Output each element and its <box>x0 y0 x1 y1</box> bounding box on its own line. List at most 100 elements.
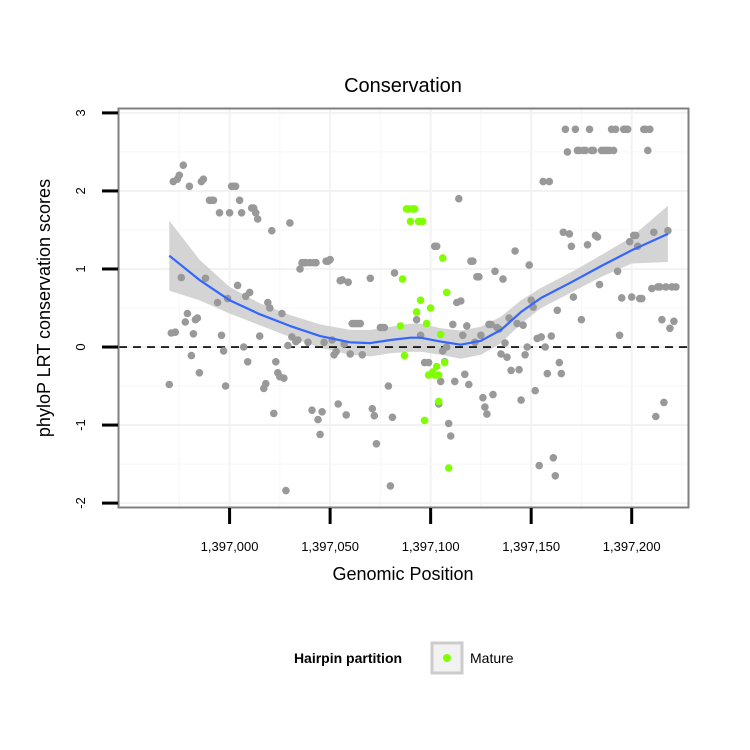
hairpin-point <box>312 258 320 267</box>
hairpin-point <box>280 374 288 383</box>
mature-point <box>418 217 427 226</box>
hairpin-point <box>372 440 381 448</box>
hairpin-point <box>660 398 668 407</box>
confidence-band-area <box>169 205 668 359</box>
hairpin-point <box>245 288 254 297</box>
hairpin-point <box>611 125 620 134</box>
legend-key-point <box>443 654 451 662</box>
hairpin-point <box>567 242 576 251</box>
hairpin-point <box>175 171 184 180</box>
hairpin-point <box>670 317 678 326</box>
smooth-confidence-band <box>169 205 668 359</box>
y-axis-label: phyloP LRT conservation scores <box>34 179 54 437</box>
hairpin-point <box>181 318 190 326</box>
hairpin-point <box>583 241 592 249</box>
legend-label-mature: Mature <box>470 650 514 666</box>
hairpin-point <box>209 196 218 205</box>
hairpin-point <box>233 281 242 290</box>
hairpin-point <box>541 343 549 351</box>
hairpin-point <box>469 257 477 266</box>
y-axis-ticks: -2 -1 0 1 2 3 <box>73 109 118 509</box>
hairpin-point <box>491 267 499 276</box>
hairpin-point <box>477 331 485 340</box>
hairpin-point <box>513 319 521 328</box>
x-tick-label: 1,397,150 <box>502 539 560 554</box>
hairpin-point <box>531 386 539 395</box>
x-tick-label: 1,397,050 <box>301 539 359 554</box>
hairpin-point <box>617 294 626 302</box>
mature-point <box>444 464 453 472</box>
hairpin-point <box>278 309 286 318</box>
hairpin-point <box>183 309 192 318</box>
hairpin-point <box>499 275 507 283</box>
hairpin-point <box>255 332 264 340</box>
hairpin-point <box>326 255 334 264</box>
hairpin-point <box>555 358 564 367</box>
hairpin-point <box>171 328 180 337</box>
hairpin-point <box>646 125 654 134</box>
hairpin-point <box>304 338 312 347</box>
hairpin-point <box>342 411 351 419</box>
hairpin-point <box>497 350 505 358</box>
legend: Hairpin partition Mature <box>294 641 514 675</box>
hairpin-point <box>366 274 375 283</box>
hairpin-point <box>221 382 230 390</box>
hairpin-point <box>239 343 248 351</box>
hairpin-point <box>615 331 624 340</box>
hairpin-point <box>479 393 487 402</box>
hairpin-point <box>358 351 367 359</box>
mature-point <box>432 362 441 371</box>
hairpin-point <box>519 321 527 330</box>
mature-point <box>416 296 425 305</box>
hairpin-point <box>179 161 188 169</box>
hairpin-point <box>521 351 529 359</box>
hairpin-point <box>563 148 572 156</box>
hairpin-point <box>569 293 578 301</box>
hairpin-point <box>565 230 574 238</box>
hairpin-point <box>235 196 244 205</box>
y-tick-label: 3 <box>73 109 88 116</box>
hairpin-point <box>253 215 262 223</box>
hairpin-point <box>539 177 547 186</box>
x-tick-label: 1,397,100 <box>402 539 460 554</box>
hairpin-point <box>461 370 469 379</box>
hairpin-point <box>217 331 226 340</box>
hairpin-point <box>595 280 604 289</box>
hairpin-point <box>451 377 459 386</box>
mature-point <box>434 371 443 379</box>
hairpin-point <box>535 461 543 470</box>
hairpin-point <box>527 296 535 305</box>
hairpin-point <box>334 400 343 408</box>
hairpin-point <box>457 297 465 305</box>
hairpin-point <box>648 284 656 293</box>
hairpin-point <box>511 247 519 255</box>
y-tick-label: -1 <box>73 419 88 431</box>
hairpin-point <box>225 209 234 217</box>
hairpin-point <box>463 322 471 330</box>
mature-point <box>420 416 429 425</box>
hairpin-point <box>549 454 558 462</box>
hairpin-point <box>308 406 316 415</box>
mature-point <box>434 397 443 406</box>
hairpin-point <box>623 125 632 134</box>
hairpin-point <box>581 146 590 155</box>
hairpin-point <box>187 351 196 360</box>
hairpin-point <box>213 298 222 307</box>
hairpin-point <box>627 293 636 301</box>
hairpin-point <box>613 267 622 276</box>
hairpin-point <box>503 353 511 362</box>
loess-line <box>168 232 669 346</box>
hairpin-point <box>650 228 658 237</box>
hairpin-point <box>609 146 618 155</box>
hairpin-point <box>380 323 389 332</box>
mature-point <box>398 275 407 283</box>
hairpin-point <box>251 209 260 217</box>
hairpin-point <box>442 343 451 351</box>
hairpin-point <box>356 319 365 328</box>
hairpin-point <box>199 175 208 183</box>
hairpin-point <box>370 411 379 420</box>
hairpin-point <box>547 332 556 340</box>
hairpin-point <box>344 278 353 287</box>
x-tick-label: 1,397,000 <box>201 539 259 554</box>
